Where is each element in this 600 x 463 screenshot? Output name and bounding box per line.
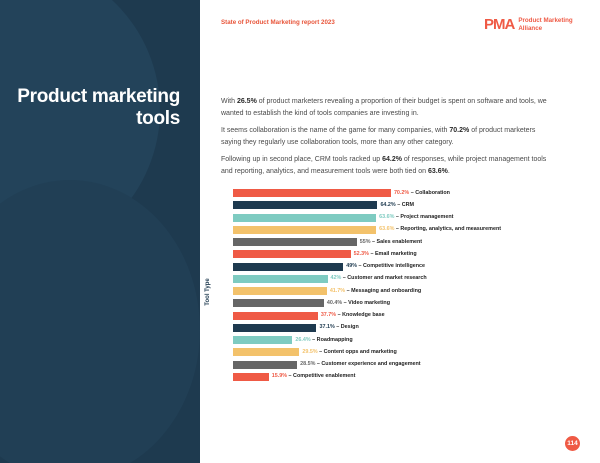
bar-category: – CRM xyxy=(395,201,415,208)
bar-category: – Customer and market research xyxy=(341,275,427,282)
bar xyxy=(233,225,377,234)
bar-value: 63.6% xyxy=(379,226,395,233)
bar-category: – Competitive intelligence xyxy=(357,263,426,269)
bar-data-label: 63.6% – Project management xyxy=(379,214,453,220)
bar-data-label: 15.9% – Competitive enablement xyxy=(272,373,356,379)
bar xyxy=(233,323,317,332)
bar-data-label: 52.3% – Email marketing xyxy=(354,251,417,257)
bar xyxy=(233,201,378,210)
bar-data-label: 49% – Competitive intelligence xyxy=(346,263,425,269)
bar-value: 52.3% xyxy=(353,250,369,257)
bar-data-label: 40.4% – Video marketing xyxy=(327,300,390,306)
bar-category: – Roadmapping xyxy=(310,336,353,343)
bar-value: 63.6% xyxy=(379,214,395,220)
bar-value: 15.9% xyxy=(271,373,288,380)
bar-value: 37.7% xyxy=(320,312,337,318)
sidebar-panel: Product marketing tools xyxy=(0,0,200,463)
section-heading: Product marketing tools xyxy=(17,86,180,129)
bar-category: – Content opps and marketing xyxy=(317,348,397,355)
bar xyxy=(233,372,269,381)
logo-text: Product Marketing Alliance xyxy=(518,17,573,32)
bar-data-label: 29.5% – Content opps and marketing xyxy=(302,349,396,355)
page-number: 114 xyxy=(565,436,580,451)
bar-value: 70.2% xyxy=(393,189,410,196)
bar xyxy=(233,299,324,308)
bar-value: 28.5% xyxy=(300,361,316,367)
bar-value: 41.7% xyxy=(329,287,346,294)
bar-data-label: 63.6% – Reporting, analytics, and measur… xyxy=(379,226,501,232)
bar xyxy=(233,262,344,271)
bar-value: 37.1% xyxy=(319,324,335,331)
bar xyxy=(233,189,391,197)
bar xyxy=(233,238,357,246)
bar xyxy=(233,250,351,259)
report-title: State of Product Marketing report 2023 xyxy=(221,19,335,26)
bar-category: – Reporting, analytics, and measurement xyxy=(394,226,502,233)
paragraph: With 26.5% of product marketers revealin… xyxy=(221,98,547,117)
bar xyxy=(233,336,293,344)
bar-category: – Knowledge base xyxy=(336,312,385,318)
y-axis-label: Tool Type xyxy=(205,278,211,306)
bar-value: 40.4% xyxy=(326,299,343,306)
bar-data-label: 41.7% – Messaging and onboarding xyxy=(330,288,421,294)
bar-value: 64.2% xyxy=(380,201,396,208)
bar-value: 49% xyxy=(346,263,358,269)
bar-value: 42% xyxy=(330,275,342,282)
bar-category: – Messaging and onboarding xyxy=(345,287,422,294)
bar-data-label: 55% – Sales enablement xyxy=(360,239,422,245)
bar xyxy=(233,311,318,320)
bar xyxy=(233,348,300,357)
bar-category: – Sales enablement xyxy=(370,238,423,245)
paragraph: It seems collaboration is the name of th… xyxy=(221,127,536,146)
bar-value: 26.4% xyxy=(295,336,311,343)
paragraph: Following up in second place, CRM tools … xyxy=(221,156,547,175)
bar-data-label: 37.7% – Knowledge base xyxy=(321,312,385,318)
bar-value: 29.5% xyxy=(302,348,318,355)
bar-data-label: 64.2% – CRM xyxy=(380,202,414,208)
bar xyxy=(233,213,377,222)
sidebar-decoration xyxy=(0,180,200,463)
bar-category: – Project management xyxy=(394,214,454,220)
bar-data-label: 26.4% – Roadmapping xyxy=(295,337,352,343)
bar-category: – Collaboration xyxy=(409,189,450,196)
bar-data-label: 28.5% – Customer experience and engageme… xyxy=(300,361,420,367)
logo: PMA Product Marketing Alliance xyxy=(484,16,578,33)
bar xyxy=(233,287,327,295)
bar-value: 55% xyxy=(359,238,371,245)
bar-data-label: 42% – Customer and market research xyxy=(331,275,427,281)
body-text: With 26.5% of product marketers revealin… xyxy=(221,96,551,183)
bar-category: – Customer experience and engagement xyxy=(315,361,421,367)
bar-category: – Competitive enablement xyxy=(287,373,356,380)
bar-data-label: 70.2% – Collaboration xyxy=(394,190,450,196)
bar xyxy=(233,360,298,369)
bar-category: – Video marketing xyxy=(342,299,391,306)
bar xyxy=(233,274,328,283)
bar-data-label: 37.1% – Design xyxy=(319,324,358,330)
bar-category: – Design xyxy=(334,324,359,331)
logo-mark: PMA xyxy=(484,16,515,33)
bar-category: – Email marketing xyxy=(368,250,417,257)
